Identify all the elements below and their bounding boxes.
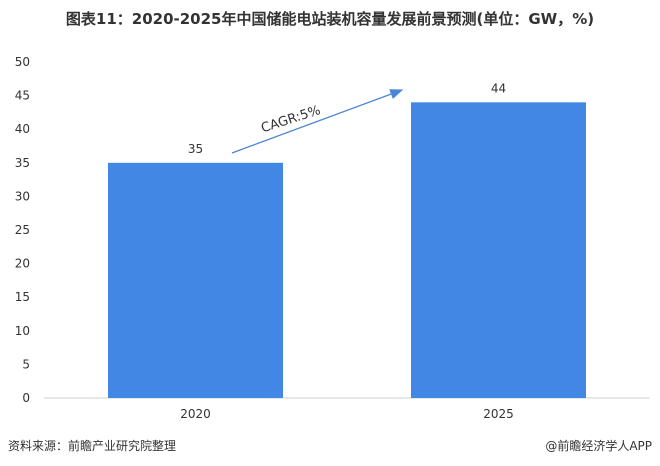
y-tick-label: 20: [15, 257, 30, 271]
source-note: 资料来源：前瞻产业研究院整理: [8, 439, 177, 453]
data-label-2025: 44: [491, 81, 506, 95]
y-tick-label: 40: [15, 122, 30, 136]
y-axis: 0 5 10 15 20 25 30 35 40 45 50: [15, 55, 30, 405]
bars-group: [108, 102, 586, 398]
y-tick-label: 15: [15, 290, 30, 304]
x-tick-label-2025: 2025: [483, 407, 514, 421]
cagr-arrow: [231, 89, 404, 154]
bar-2020: [108, 162, 283, 398]
y-tick-label: 35: [15, 156, 30, 170]
y-tick-label: 30: [15, 189, 30, 203]
brand-note: @前瞻经济学人APP: [545, 439, 652, 453]
data-labels-group: 35 44: [188, 81, 506, 155]
y-tick-label: 50: [15, 55, 30, 69]
y-tick-label: 10: [15, 324, 30, 338]
x-tick-label-2020: 2020: [180, 407, 211, 421]
y-tick-label: 0: [22, 391, 30, 405]
bar-2025: [411, 102, 586, 398]
chart-title: 图表11：2020-2025年中国储能电站装机容量发展前景预测(单位：GW，%): [65, 10, 595, 28]
x-axis: 2020 2025: [44, 397, 650, 421]
y-tick-label: 25: [15, 223, 30, 237]
y-tick-label: 45: [15, 89, 30, 103]
y-tick-label: 5: [22, 357, 30, 371]
data-label-2020: 35: [188, 142, 203, 156]
